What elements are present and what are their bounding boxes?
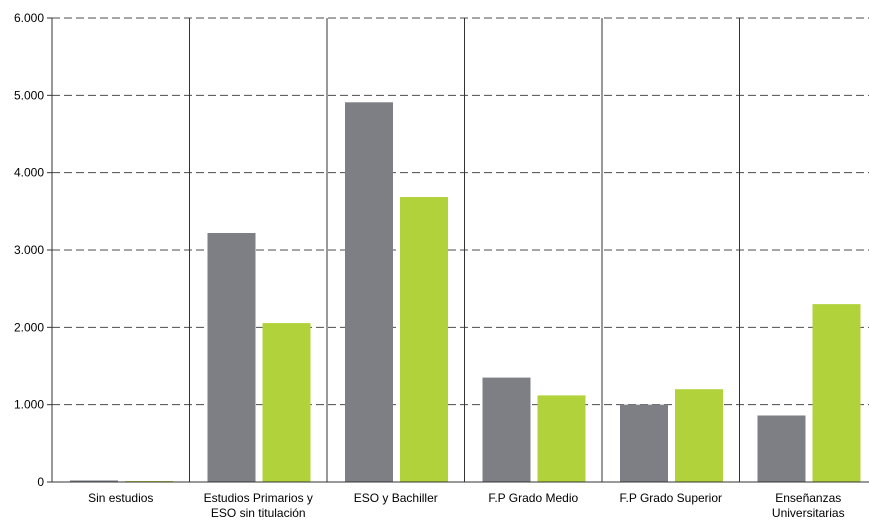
gridlines xyxy=(52,17,869,406)
y-tick-labels: 0 1.000 2.000 3.000 4.000 5.000 6.000 xyxy=(14,11,44,489)
bar-series-1 xyxy=(757,415,806,482)
bar-series-1 xyxy=(620,404,668,482)
y-tick-label: 2.000 xyxy=(14,320,44,334)
x-tick-label: Estudios Primarios y xyxy=(204,491,313,505)
x-tick-label: Enseñanzas xyxy=(775,491,841,505)
x-tick-label: Universitarias xyxy=(772,506,845,520)
bar-series-2 xyxy=(262,323,311,482)
x-tick-label: Sin estudios xyxy=(88,491,153,505)
bar-series-1 xyxy=(70,480,118,482)
bars xyxy=(70,102,861,482)
x-tick-label: ESO y Bachiller xyxy=(354,491,438,505)
y-tick-label: 1.000 xyxy=(14,398,44,412)
y-tick-label: 3.000 xyxy=(14,243,44,257)
bar-series-2 xyxy=(812,304,861,482)
bar-series-1 xyxy=(207,232,256,482)
category-separators xyxy=(189,18,740,482)
y-tick-label: 6.000 xyxy=(14,11,44,25)
x-tick-label: ESO sin titulación xyxy=(211,506,306,520)
axes xyxy=(47,17,869,483)
bar-series-2 xyxy=(400,197,448,482)
bar-series-1 xyxy=(345,102,393,482)
x-tick-label: F.P Grado Superior xyxy=(620,491,723,505)
bar-series-2 xyxy=(675,389,723,482)
x-tick-label: F.P Grado Medio xyxy=(488,491,578,505)
y-tick-label: 0 xyxy=(37,475,44,489)
bar-series-2 xyxy=(537,395,586,482)
bar-series-1 xyxy=(482,377,531,482)
y-tick-label: 4.000 xyxy=(14,166,44,180)
y-tick-label: 5.000 xyxy=(14,88,44,102)
